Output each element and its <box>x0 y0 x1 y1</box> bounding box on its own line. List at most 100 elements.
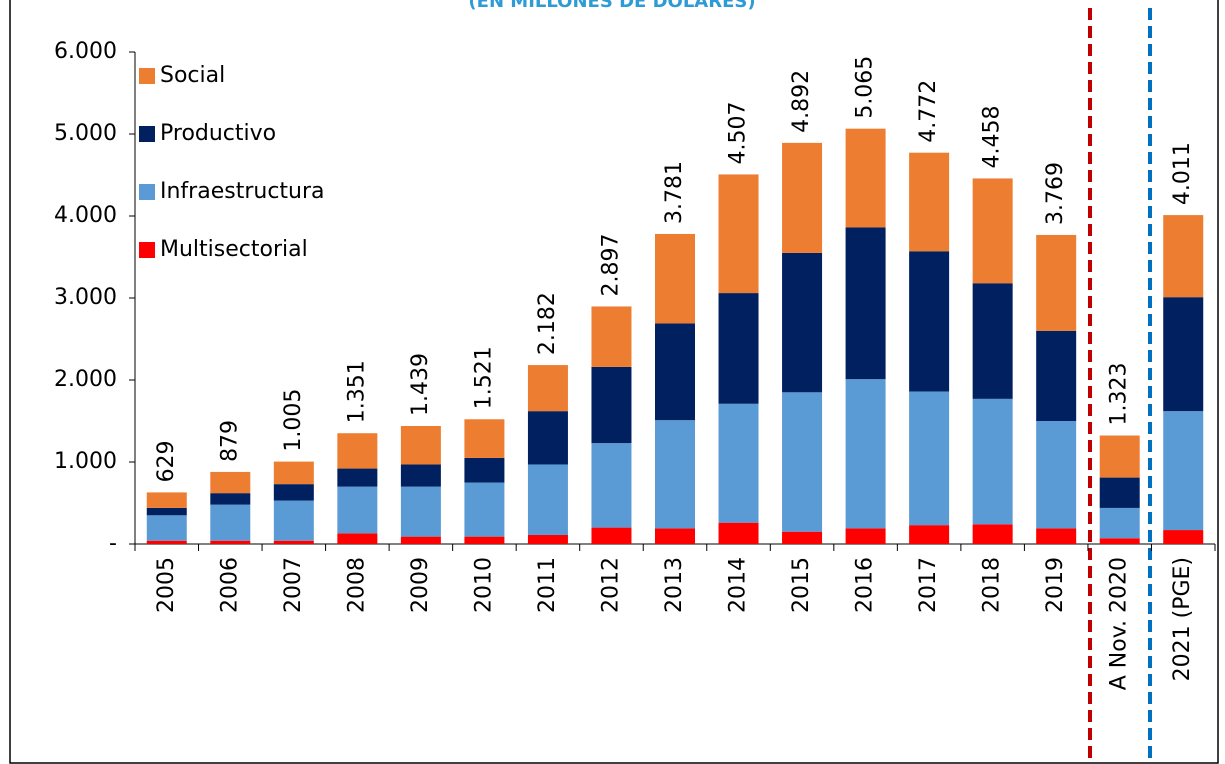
y-tick-label: 6.000 <box>54 39 117 64</box>
bar-segment <box>146 507 187 516</box>
x-tick-label: 2009 <box>408 557 433 613</box>
data-label: 1.005 <box>281 389 306 452</box>
data-label: 2.897 <box>598 233 623 296</box>
bar-segment <box>527 464 568 535</box>
legend-swatch <box>139 68 155 84</box>
y-tick-label: - <box>109 531 117 556</box>
bar-segment <box>655 233 695 324</box>
x-tick-label: 2017 <box>916 557 941 613</box>
bar-segment <box>655 528 695 544</box>
bar-segment <box>782 142 823 253</box>
bar-segment <box>1099 435 1140 478</box>
data-label: 3.769 <box>1043 162 1068 225</box>
bar-segment <box>210 540 251 544</box>
x-tick-label: 2010 <box>471 557 496 613</box>
legend-swatch <box>139 126 155 142</box>
data-label: 5.065 <box>853 56 878 119</box>
bar-segment <box>845 128 886 228</box>
bar-segment <box>845 379 886 529</box>
bar-segment <box>527 411 568 465</box>
x-tick-label: 2005 <box>154 557 179 613</box>
bar-segment <box>273 484 314 501</box>
y-tick-label: 2.000 <box>54 367 117 392</box>
bar-segment <box>210 493 251 505</box>
bar-segment <box>527 365 568 412</box>
x-tick-label: 2014 <box>726 557 751 613</box>
bar-segment <box>146 515 187 541</box>
legend-label: Multisectorial <box>160 237 308 262</box>
y-tick-label: 5.000 <box>54 121 117 146</box>
bar-segment <box>655 420 695 529</box>
bar-segment <box>210 504 251 541</box>
bar-segment <box>1163 215 1204 298</box>
bar-segment <box>845 227 886 380</box>
bar-segment <box>591 527 632 544</box>
bar-segment <box>1036 421 1077 529</box>
bar-segment <box>718 403 759 523</box>
data-label: 1.521 <box>471 346 496 409</box>
bar-segment <box>972 524 1013 544</box>
legend-label: Infraestructura <box>160 179 325 204</box>
bar-segment <box>1163 411 1204 531</box>
bar-segment <box>845 528 886 544</box>
chart-title: (EN MILLONES DE DÓLARES) <box>468 0 755 12</box>
data-label: 4.892 <box>789 70 814 133</box>
x-tick-label: 2006 <box>217 557 242 613</box>
bar-segment <box>591 366 632 444</box>
data-label: 2.182 <box>535 292 560 355</box>
y-tick-label: 3.000 <box>54 285 117 310</box>
bar-segment <box>337 486 378 534</box>
y-tick-label: 1.000 <box>54 449 117 474</box>
data-label: 1.323 <box>1107 363 1132 426</box>
x-tick-label: 2016 <box>853 557 878 613</box>
bar-segment <box>273 461 314 485</box>
legend-swatch <box>139 242 155 258</box>
bar-segment <box>527 534 568 544</box>
x-tick-label: 2011 <box>535 557 560 613</box>
bar-segment <box>146 540 187 544</box>
bar-segment <box>591 443 632 528</box>
bar-segment <box>1163 297 1204 412</box>
data-label: 4.507 <box>726 101 751 164</box>
legend-label: Social <box>160 63 225 88</box>
bar-segment <box>400 486 441 537</box>
bar-segment <box>909 525 950 544</box>
bar-segment <box>972 283 1013 399</box>
bar-segment <box>782 392 823 532</box>
bar-segment <box>1036 330 1077 421</box>
bar-segment <box>909 152 950 252</box>
x-tick-label: 2018 <box>980 557 1005 613</box>
y-tick-label: 4.000 <box>54 203 117 228</box>
bar-segment <box>464 419 505 458</box>
data-label: 1.439 <box>408 353 433 416</box>
bar-segment <box>273 500 314 541</box>
bar-segment <box>273 540 314 544</box>
x-tick-label: 2015 <box>789 557 814 613</box>
bar-segment <box>909 251 950 392</box>
x-tick-label: A Nov. 2020 <box>1107 557 1132 690</box>
data-label: 4.772 <box>916 80 941 143</box>
bar-segment <box>1099 538 1140 544</box>
bar-segment <box>1163 530 1204 544</box>
x-tick-label: 2012 <box>598 557 623 613</box>
bar-segment <box>1099 507 1140 539</box>
bar-segment <box>972 398 1013 525</box>
data-label: 4.458 <box>980 105 1005 168</box>
legend-swatch <box>139 184 155 200</box>
bar-segment <box>146 492 187 508</box>
bar-segment <box>782 531 823 544</box>
bar-segment <box>909 391 950 526</box>
bar-segment <box>718 293 759 404</box>
bar-segment <box>718 174 759 294</box>
bar-segment <box>464 536 505 544</box>
x-tick-label: 2021 (PGE) <box>1170 557 1195 681</box>
bar-segment <box>400 536 441 544</box>
bar-segment <box>655 323 695 421</box>
bar-segment <box>210 471 251 494</box>
x-tick-label: 2019 <box>1043 557 1068 613</box>
x-tick-label: 2013 <box>662 557 687 613</box>
data-label: 4.011 <box>1170 142 1195 205</box>
bar-segment <box>464 457 505 483</box>
bar-segment <box>1099 477 1140 508</box>
